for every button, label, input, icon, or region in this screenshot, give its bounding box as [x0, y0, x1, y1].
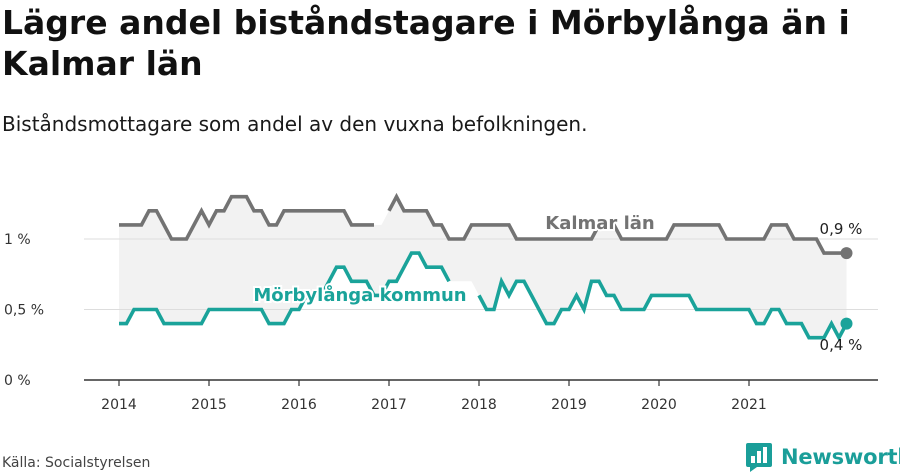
- y-tick-label: 0 %: [4, 373, 31, 389]
- y-tick-label: 1 %: [4, 232, 31, 248]
- newsworthy-logo-icon: [746, 443, 772, 472]
- x-tick-label: 2014: [101, 397, 137, 413]
- series-line-0: [119, 192, 847, 255]
- x-tick-label: 2015: [191, 397, 227, 413]
- chart-title: Lägre andel biståndstagare i Mörbylånga …: [2, 3, 850, 83]
- source-note: Källa: Socialstyrelsen: [2, 455, 151, 471]
- x-tick-label: 2020: [641, 397, 677, 413]
- x-tick-label: 2018: [461, 397, 497, 413]
- x-tick-label: 2017: [371, 397, 407, 413]
- brand-name: Newsworthy: [781, 445, 900, 469]
- end-value-label-morbylanga: 0,4 %: [820, 336, 863, 354]
- end-value-label-kalmar: 0,9 %: [820, 220, 863, 238]
- x-tick-label: 2019: [551, 397, 587, 413]
- series-layer: [119, 192, 853, 342]
- series-label-morbylanga: Mörbylånga kommun: [253, 284, 466, 306]
- grid-layer: 0 % 0,5 % 1 % 2014 2015 2016 2017 2018 2019 2020 2…: [4, 232, 878, 413]
- brand-logo[interactable]: Newsworthy: [745, 441, 900, 473]
- chart-subtitle: Biståndsmottagare som andel av den vuxna…: [2, 112, 588, 136]
- x-tick-label: 2021: [731, 397, 767, 413]
- label-layer: Kalmar län Mörbylånga kommun 0,9 % 0,4 %: [251, 211, 863, 354]
- range-band: [119, 196, 847, 338]
- series-end-point-0: [840, 247, 853, 260]
- series-line-1: [119, 251, 849, 342]
- series-label-kalmar: Kalmar län: [545, 213, 654, 234]
- range-band-layer: [119, 196, 847, 338]
- x-tick-label: 2016: [281, 397, 317, 413]
- series-end-point-1: [840, 317, 853, 330]
- y-tick-label: 0,5 %: [4, 303, 44, 319]
